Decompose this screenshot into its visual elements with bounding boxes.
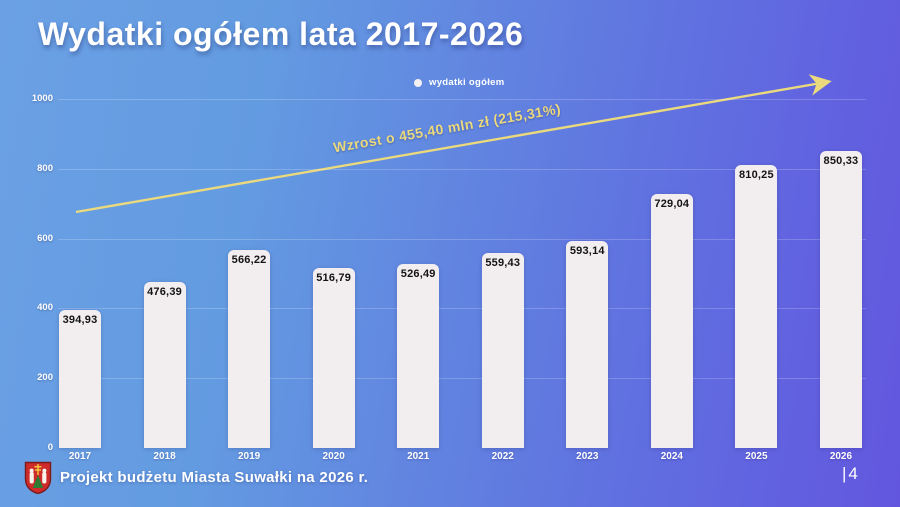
- x-axis-year-label: 2025: [745, 451, 768, 462]
- expense-bar: 394,93: [59, 310, 101, 448]
- bar-value-label: 810,25: [738, 169, 774, 182]
- bar-value-label: 526,49: [400, 268, 436, 281]
- expense-bar: 810,25: [735, 165, 778, 448]
- chart-legend: wydatki ogółem: [414, 77, 504, 88]
- x-axis-year-label: 2022: [491, 451, 514, 462]
- expense-bar: 526,49: [397, 264, 440, 448]
- bar-value-label: 559,43: [485, 256, 521, 269]
- x-axis-year-label: 2023: [576, 451, 599, 462]
- x-axis-year-label: 2024: [660, 451, 683, 462]
- legend-dot-icon: [414, 78, 422, 87]
- suwalki-coat-of-arms-icon: [24, 461, 52, 495]
- expense-bar: 729,04: [650, 193, 693, 448]
- page-title: Wydatki ogółem lata 2017-2026: [38, 16, 524, 52]
- gridline: [58, 168, 866, 170]
- y-axis-tick-label: 800: [37, 162, 53, 174]
- expense-bar: 559,43: [481, 252, 524, 448]
- gridline: [58, 308, 866, 310]
- bar-value-label: 476,39: [147, 285, 182, 298]
- page-number: |4: [842, 464, 860, 483]
- bar-value-label: 394,93: [62, 314, 98, 327]
- y-axis-tick-label: 600: [37, 232, 53, 244]
- expense-bar: 850,33: [819, 151, 862, 448]
- x-axis-year-label: 2018: [153, 451, 176, 462]
- x-axis-year-label: 2020: [322, 451, 345, 462]
- footer-caption: Projekt budżetu Miasta Suwałki na 2026 r…: [60, 469, 369, 486]
- expense-bar: 593,14: [566, 240, 609, 448]
- bar-value-label: 729,04: [654, 197, 690, 210]
- growth-annotation: Wzrost o 455,40 mln zł (215,31%): [331, 100, 563, 156]
- bar-value-label: 593,14: [569, 244, 605, 257]
- x-axis-year-label: 2017: [68, 451, 92, 462]
- bar-value-label: 566,22: [231, 254, 267, 267]
- gridline: [58, 378, 866, 380]
- expense-bar: 516,79: [312, 267, 355, 448]
- x-axis-year-label: 2021: [407, 451, 430, 462]
- bar-value-label: 850,33: [823, 155, 859, 168]
- expense-bar: 566,22: [228, 250, 271, 448]
- y-axis-tick-label: 200: [37, 372, 53, 384]
- y-axis-tick-label: 1000: [31, 93, 53, 104]
- gridline: [58, 99, 866, 100]
- legend-label: wydatki ogółem: [429, 77, 505, 88]
- expense-bar: 476,39: [143, 281, 186, 448]
- gridline: [58, 238, 866, 240]
- x-axis-year-label: 2026: [829, 451, 853, 462]
- bar-value-label: 516,79: [316, 271, 352, 284]
- x-axis-year-label: 2019: [237, 451, 261, 462]
- y-axis-tick-label: 400: [37, 302, 53, 314]
- y-axis-tick-label: 0: [47, 442, 53, 453]
